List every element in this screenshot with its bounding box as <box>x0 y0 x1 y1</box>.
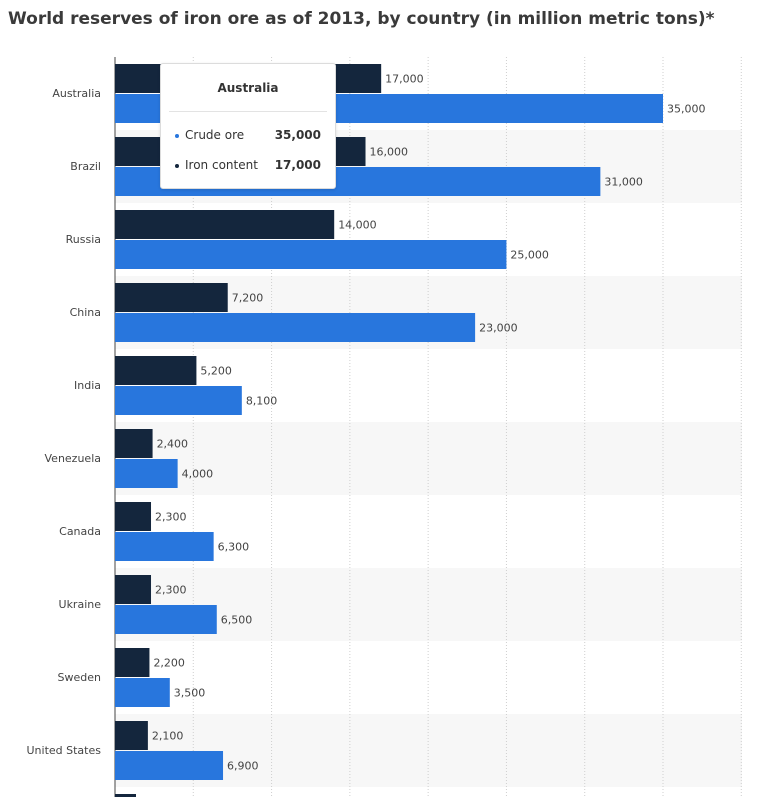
tooltip-value: 35,000 <box>274 128 321 142</box>
bar-iron-content[interactable] <box>115 210 335 239</box>
data-label: 7,200 <box>232 292 264 305</box>
category-label: China <box>70 306 101 319</box>
bar-iron-content[interactable] <box>115 721 148 750</box>
data-label: 35,000 <box>667 103 706 116</box>
data-label: 2,300 <box>155 511 187 524</box>
category-label: Ukraine <box>59 598 102 611</box>
tooltip-label: Crude ore <box>185 128 245 142</box>
data-label: 8,100 <box>246 395 278 408</box>
row-band <box>115 422 742 495</box>
category-label: Venezuela <box>45 452 102 465</box>
bar-iron-content[interactable] <box>115 575 152 604</box>
tooltip-label: Iron content <box>185 158 258 172</box>
data-label: 4,000 <box>182 468 214 481</box>
category-label: United States <box>27 744 102 757</box>
bar-iron-content-cutoff <box>115 794 136 797</box>
row-band <box>115 568 742 641</box>
bar-crude-ore[interactable] <box>115 386 242 415</box>
bar-iron-content[interactable] <box>115 502 152 531</box>
data-label: 25,000 <box>510 249 549 262</box>
data-label: 2,400 <box>157 438 189 451</box>
data-label: 3,500 <box>174 687 206 700</box>
data-label: 31,000 <box>604 176 643 189</box>
data-label: 2,100 <box>152 730 184 743</box>
bar-iron-content[interactable] <box>115 356 197 385</box>
category-label: Canada <box>59 525 101 538</box>
tooltip: Australia Crude ore 35,000 Iron content … <box>160 63 336 189</box>
bar-iron-content[interactable] <box>115 283 228 312</box>
category-label: India <box>74 379 101 392</box>
tooltip-title: Australia <box>217 81 279 95</box>
tooltip-row-crude-ore: Crude ore 35,000 <box>175 128 321 142</box>
data-label: 16,000 <box>370 146 409 159</box>
bar-crude-ore[interactable] <box>115 532 214 561</box>
dot-icon <box>175 133 179 138</box>
bar-crude-ore[interactable] <box>115 605 217 634</box>
bar-crude-ore[interactable] <box>115 678 170 707</box>
data-label: 6,500 <box>221 614 253 627</box>
data-label: 6,300 <box>218 541 250 554</box>
bar-iron-content[interactable] <box>115 429 153 458</box>
tooltip-row-iron-content: Iron content 17,000 <box>175 158 321 172</box>
bar-iron-content[interactable] <box>115 648 150 677</box>
data-label: 14,000 <box>338 219 377 232</box>
data-label: 6,900 <box>227 760 259 773</box>
data-label: 2,200 <box>153 657 185 670</box>
data-label: 23,000 <box>479 322 517 335</box>
category-label: Russia <box>66 233 101 246</box>
category-label: Sweden <box>58 671 101 684</box>
data-label: 2,300 <box>155 584 187 597</box>
bar-crude-ore[interactable] <box>115 459 178 488</box>
tooltip-value: 17,000 <box>274 158 321 172</box>
category-label: Brazil <box>70 160 101 173</box>
tooltip-divider <box>169 111 327 112</box>
dot-icon <box>175 163 179 168</box>
data-label: 17,000 <box>385 73 424 86</box>
bar-crude-ore[interactable] <box>115 751 224 780</box>
bar-crude-ore[interactable] <box>115 240 507 269</box>
category-label: Australia <box>52 87 101 100</box>
bar-crude-ore[interactable] <box>115 313 476 342</box>
chart-title: World reserves of iron ore as of 2013, b… <box>8 9 715 29</box>
data-label: 5,200 <box>200 365 232 378</box>
